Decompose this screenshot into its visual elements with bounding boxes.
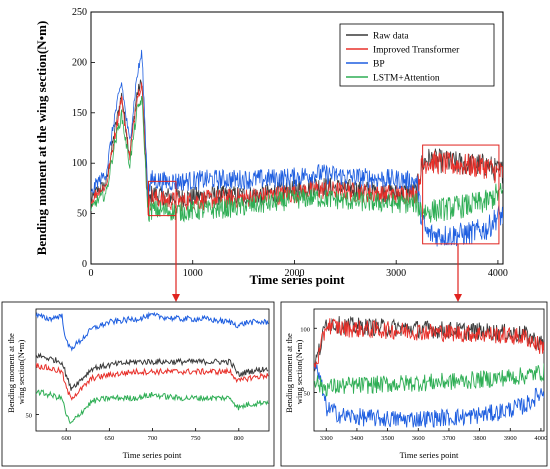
series-line-improved-transformer [91, 82, 503, 216]
legend-item-improved-transformer: Improved Transformer [346, 45, 460, 56]
zoom-left-x-tick-labels: 600 650 700 750 800 [61, 428, 244, 442]
y-tick-label: 250 [72, 7, 87, 18]
x-tick-label: 3700 [442, 435, 455, 442]
legend-items: Raw data Improved Transformer BP LSTM+Atten… [346, 32, 460, 84]
x-tick-label: 800 [234, 435, 244, 442]
zoom-left-y-axis-title-line2: wing section(N•m) [16, 340, 26, 405]
x-tick-label: 4000 [488, 268, 508, 279]
plot-frame [90, 11, 504, 265]
series-line-bp [91, 49, 503, 247]
y-tick-labels: 0 50 100 150 200 250 [72, 7, 95, 270]
x-tick-label: 0 [89, 268, 94, 279]
x-tick-label: 3600 [412, 435, 425, 442]
zoom-right-x-axis-title: Time series point [400, 450, 459, 460]
legend-label: Raw data [373, 32, 409, 42]
zoom-left-panel: 600 650 700 750 800 50 Time series point Ben… [1, 301, 275, 467]
y-tick-label: 200 [72, 57, 87, 68]
x-axis-title: Time series point [249, 272, 345, 287]
series-line-improved-transformer [36, 362, 269, 401]
x-tick-label: 4000 [534, 435, 547, 442]
zoom-left-series-lines [36, 311, 269, 425]
x-tick-label: 3400 [350, 435, 363, 442]
x-tick-label: 1000 [183, 268, 203, 279]
x-tick-label: 3000 [386, 268, 406, 279]
y-tick-label: 100 [72, 158, 87, 169]
connector-left-arrowhead [172, 294, 180, 302]
legend-label: Improved Transformer [373, 45, 460, 56]
series-line-lstm-attention [36, 389, 269, 425]
x-tick-label: 650 [104, 435, 114, 442]
zoom-left-y-tick-labels: 50 [26, 413, 39, 420]
legend-item-raw-data: Raw data [346, 32, 409, 42]
y-tick-label: 50 [304, 390, 311, 397]
connector-right-arrowhead [454, 294, 462, 302]
zoom-right-y-axis-title-line1: Bending moment at the [284, 333, 294, 413]
x-tick-labels: 0 1000 2000 3000 4000 [89, 260, 508, 279]
x-tick-label: 3800 [473, 435, 486, 442]
x-tick-label: 700 [148, 435, 158, 442]
x-tick-label: 3500 [381, 435, 394, 442]
series-line-bp [36, 311, 269, 352]
legend: Raw data Improved Transformer BP LSTM+Atten… [339, 23, 495, 87]
zoom-right-outer-frame [280, 301, 548, 467]
zoom-left-y-axis-title: Bending moment at the wing section(N•m) [6, 331, 26, 413]
series-line-raw-data [314, 315, 544, 372]
zoom-right-x-tick-labels: 3300 3400 3500 3600 3700 3800 3900 4000 [320, 428, 547, 442]
highlight-box-left [147, 180, 177, 217]
series-line-lstm-attention [91, 95, 503, 223]
legend-label: BP [373, 60, 385, 70]
series-line-improved-transformer [314, 318, 544, 370]
zoom-left-outer-frame [1, 301, 275, 467]
zoom-right-series-lines [314, 315, 544, 428]
zoom-right-y-axis-title-line2: wing section(N•m) [294, 340, 304, 405]
series-line-raw-data [91, 79, 503, 208]
highlight-box-right [422, 144, 500, 245]
x-tick-label: 2000 [284, 268, 304, 279]
y-tick-label: 50 [26, 413, 33, 420]
legend-label: LSTM+Attention [373, 74, 440, 84]
highlight-boxes [147, 144, 500, 245]
zoom-right-y-axis-title: Bending moment at the wing section(N•m) [284, 331, 304, 413]
legend-item-lstm-attention: LSTM+Attention [346, 74, 440, 84]
series-line-bp [314, 364, 544, 428]
y-axis-title: Bending moment at the wing section(N•m) [34, 21, 49, 256]
x-tick-label: 3300 [320, 435, 333, 442]
y-tick-label: 50 [77, 209, 87, 220]
series-lines [91, 49, 503, 247]
zoom-left-x-axis-title: Time series point [123, 450, 182, 460]
zoom-right-y-tick-labels: 50 100 [300, 326, 317, 397]
x-tick-label: 750 [191, 435, 201, 442]
series-line-lstm-attention [314, 363, 544, 397]
y-tick-label: 0 [82, 259, 87, 270]
x-tick-label: 600 [61, 435, 71, 442]
y-tick-label: 150 [72, 108, 87, 119]
zoom-right-panel: 3300 3400 3500 3600 3700 3800 3900 4000 50 100 T… [280, 301, 548, 467]
main-chart: 0 1000 2000 3000 4000 0 50 100 150 200 250 Time s… [34, 7, 508, 287]
zoom-connectors [172, 204, 462, 302]
legend-item-bp: BP [346, 60, 385, 70]
zoom-left-plot-frame [35, 308, 270, 432]
x-tick-label: 3900 [504, 435, 517, 442]
zoom-left-y-axis-title-line1: Bending moment at the [6, 333, 16, 413]
y-tick-label: 100 [300, 326, 310, 333]
series-line-raw-data [36, 352, 269, 391]
